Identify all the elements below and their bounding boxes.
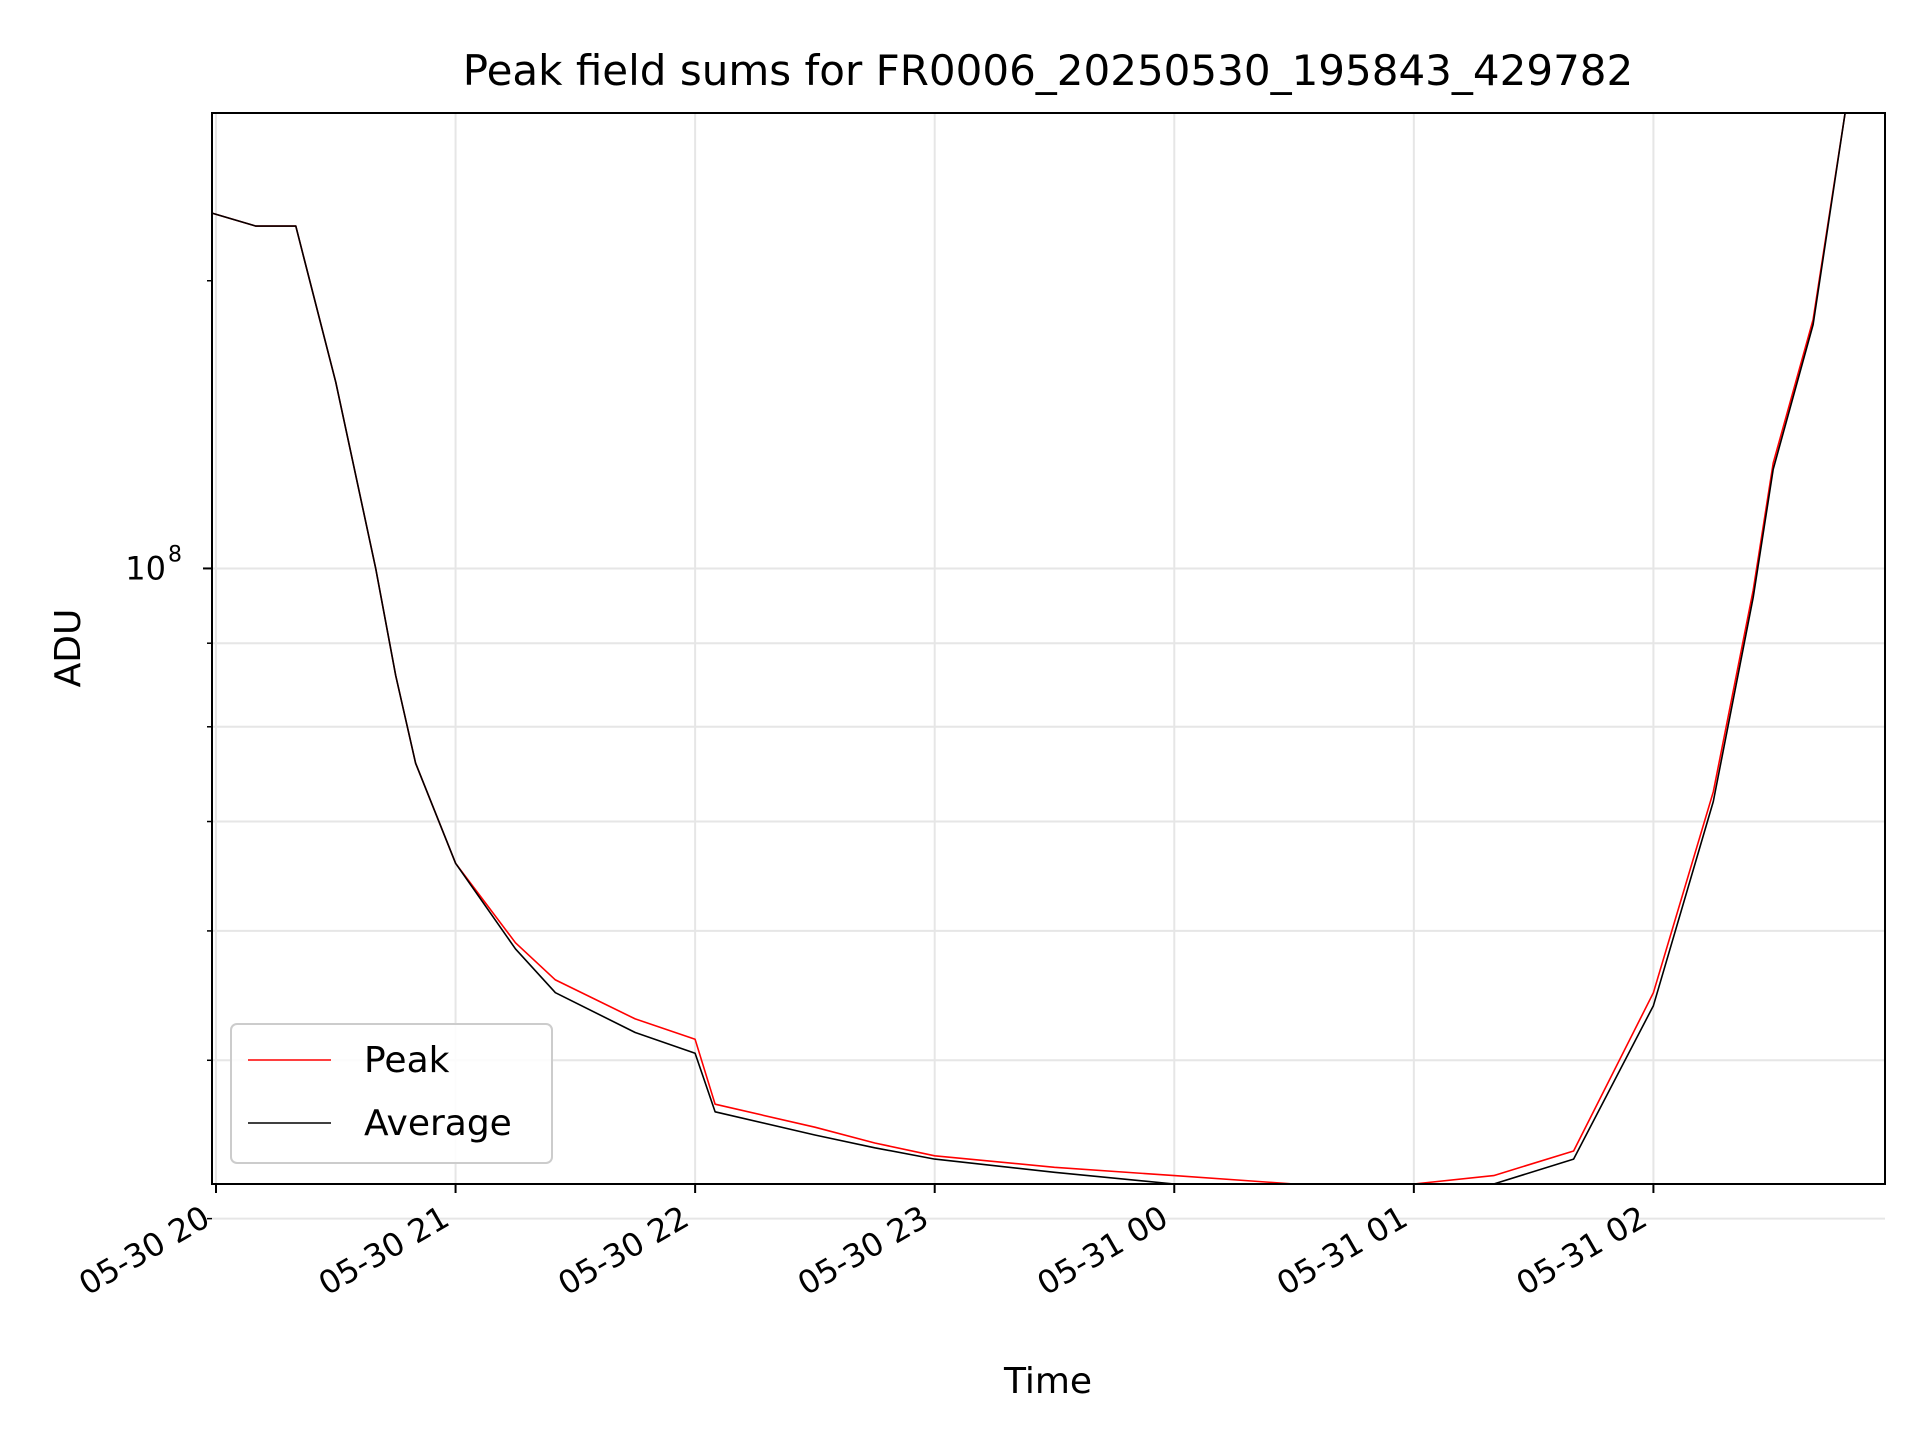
legend-box (230, 1023, 553, 1164)
series-line-average (211, 112, 1846, 1185)
y-tick-exponent: 8 (168, 542, 182, 567)
y-axis-ticks: 10 8 (125, 279, 212, 1220)
legend-label-average: Average (364, 1103, 512, 1144)
plot-frame (211, 112, 1886, 1185)
y-axis-label: ADU (48, 609, 89, 688)
series-layer (211, 112, 1846, 1185)
y-tick-label: 10 (125, 549, 166, 587)
x-axis-label: Time (1003, 1361, 1092, 1402)
legend-label-peak: Peak (364, 1040, 450, 1081)
chart-title: Peak field sums for FR0006_20250530_1958… (463, 46, 1633, 95)
legend: Peak Average (230, 1023, 553, 1164)
